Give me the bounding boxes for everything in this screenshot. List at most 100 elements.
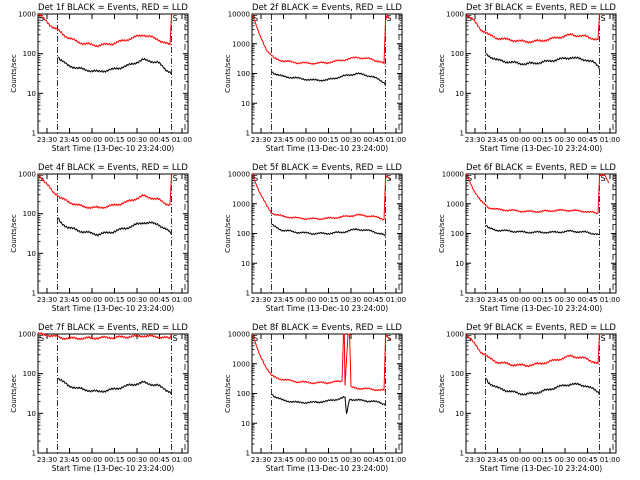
panel-5: Det 5f BLACK = Events, RED = LLD 1 10 100 10…	[224, 163, 406, 313]
y-tick-label: 100	[451, 230, 464, 238]
events-series-line	[485, 224, 600, 236]
x-axis-label: Start Time (13-Dec-10 23:24:00)	[480, 144, 602, 153]
panel-title: Det 2f BLACK = Events, RED = LLD	[252, 3, 402, 13]
y-tick-label: 10	[241, 260, 250, 268]
x-tick-label: 01:00	[386, 296, 406, 304]
x-tick-label: 00:00	[510, 136, 530, 144]
y-tick-label: 100	[237, 390, 250, 398]
panel-4: Det 4f BLACK = Events, RED = LLD 1 10 100 10…	[10, 163, 192, 313]
plot-frame	[465, 13, 617, 134]
events-series-line	[485, 53, 600, 70]
x-tick-label: 01:00	[172, 136, 192, 144]
x-tick-label: 01:00	[600, 136, 620, 144]
y-tick-label: 100	[237, 230, 250, 238]
x-tick-label: 23:30	[37, 136, 57, 144]
y-tick-label: 1000	[446, 200, 464, 208]
x-tick-label: 23:30	[37, 296, 57, 304]
x-tick-label: 00:45	[577, 136, 597, 144]
y-tick-label: 1000	[232, 40, 250, 48]
x-tick-label: 23:45	[273, 456, 293, 464]
panel-1: Det 1f BLACK = Events, RED = LLD 1 10 100 10…	[10, 3, 192, 153]
x-tick-label: 00:45	[363, 456, 383, 464]
saa-annotation: S	[601, 174, 606, 183]
y-axis-label: Counts/sec	[438, 214, 446, 253]
plot-frame	[37, 13, 189, 134]
y-tick-label: 10	[27, 410, 36, 418]
saa-annotation: S	[39, 334, 44, 343]
y-tick-label: 1	[32, 450, 36, 458]
y-tick-label: 1000	[446, 11, 464, 19]
y-tick-label: 10000	[228, 331, 250, 339]
lld-series-line	[37, 12, 172, 48]
y-tick-label: 10	[455, 410, 464, 418]
y-tick-label: 1	[32, 130, 36, 138]
lld-series-line	[465, 173, 609, 215]
x-tick-label: 23:45	[273, 296, 293, 304]
x-axis-label: Start Time (13-Dec-10 23:24:00)	[266, 304, 388, 313]
x-tick-label: 00:00	[82, 296, 102, 304]
x-axis-label: Start Time (13-Dec-10 23:24:00)	[480, 304, 602, 313]
y-axis-label: Counts/sec	[224, 54, 232, 93]
x-tick-label: 00:45	[577, 456, 597, 464]
x-tick-label: 00:30	[555, 296, 575, 304]
y-tick-label: 100	[451, 370, 464, 378]
events-series-line	[271, 394, 386, 414]
events-series-line	[57, 56, 172, 75]
lld-series-line	[37, 331, 172, 341]
x-tick-label: 23:30	[251, 296, 271, 304]
x-tick-label: 00:45	[363, 136, 383, 144]
saa-annotation: S	[601, 334, 606, 343]
x-tick-label: 01:00	[386, 136, 406, 144]
x-tick-label: 00:30	[555, 456, 575, 464]
x-axis-label: Start Time (13-Dec-10 23:24:00)	[52, 304, 174, 313]
saa-annotation: S	[173, 334, 178, 343]
panel-title: Det 3f BLACK = Events, RED = LLD	[466, 3, 616, 13]
panel-3: Det 3f BLACK = Events, RED = LLD 1 10 100 10…	[438, 3, 620, 153]
x-tick-label: 01:00	[600, 456, 620, 464]
y-tick-label: 100	[23, 370, 36, 378]
events-series-line	[271, 224, 386, 237]
y-tick-label: 100	[23, 50, 36, 58]
x-tick-label: 00:45	[149, 296, 169, 304]
x-tick-label: 23:45	[487, 456, 507, 464]
y-tick-label: 1000	[18, 11, 36, 19]
x-tick-label: 01:00	[386, 456, 406, 464]
y-tick-label: 1	[246, 130, 250, 138]
x-tick-label: 00:00	[296, 456, 316, 464]
y-tick-label: 1	[460, 290, 464, 298]
x-tick-label: 00:00	[82, 456, 102, 464]
panel-2: Det 2f BLACK = Events, RED = LLD 1 10 100 10…	[224, 3, 406, 153]
x-tick-label: 00:30	[555, 136, 575, 144]
x-tick-label: 00:30	[127, 296, 147, 304]
y-axis-label: Counts/sec	[10, 374, 18, 413]
x-tick-label: 00:15	[318, 296, 338, 304]
x-tick-label: 00:45	[363, 296, 383, 304]
y-tick-label: 1	[246, 290, 250, 298]
lld-series-line	[251, 333, 391, 392]
x-axis-label: Start Time (13-Dec-10 23:24:00)	[266, 464, 388, 473]
x-tick-label: 00:15	[104, 296, 124, 304]
x-tick-label: 00:15	[318, 456, 338, 464]
x-tick-label: 00:15	[318, 136, 338, 144]
y-tick-label: 10000	[228, 11, 250, 19]
x-tick-label: 23:30	[465, 136, 485, 144]
x-tick-label: 00:15	[532, 136, 552, 144]
y-tick-label: 100	[237, 70, 250, 78]
y-tick-label: 1	[460, 450, 464, 458]
x-tick-label: 01:00	[600, 296, 620, 304]
y-tick-label: 1000	[18, 171, 36, 179]
x-tick-label: 00:15	[532, 456, 552, 464]
y-tick-label: 10	[27, 90, 36, 98]
lld-series-line	[37, 173, 172, 210]
x-tick-label: 00:30	[127, 136, 147, 144]
y-tick-label: 1000	[232, 360, 250, 368]
saa-annotation: S	[467, 174, 472, 183]
x-tick-label: 01:00	[172, 456, 192, 464]
y-axis-label: Counts/sec	[438, 374, 446, 413]
y-axis-label: Counts/sec	[438, 54, 446, 93]
panel-title: Det 5f BLACK = Events, RED = LLD	[252, 163, 402, 173]
y-tick-label: 1000	[446, 331, 464, 339]
y-tick-label: 10	[241, 420, 250, 428]
x-axis-label: Start Time (13-Dec-10 23:24:00)	[52, 144, 174, 153]
saa-annotation: S	[467, 14, 472, 23]
